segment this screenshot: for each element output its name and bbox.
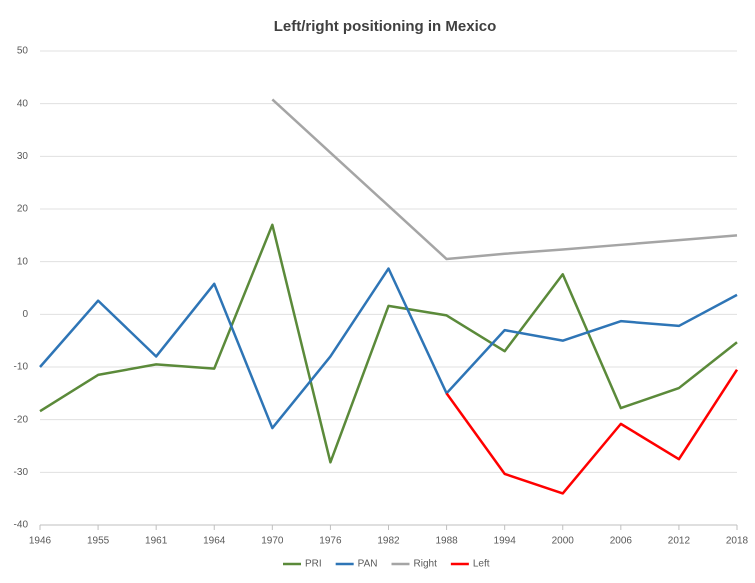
legend-label: PAN	[358, 559, 378, 570]
series-line	[271, 98, 738, 261]
y-tick-label: -10	[14, 362, 29, 373]
series-line	[445, 368, 739, 495]
x-tick-label: 1964	[203, 536, 226, 547]
x-tick-label: 1976	[319, 536, 342, 547]
x-tick-label: 2006	[610, 536, 633, 547]
x-tick-label: 2018	[726, 536, 749, 547]
legend-label: PRI	[305, 559, 322, 570]
series-line	[39, 267, 738, 430]
x-tick-label: 2000	[552, 536, 575, 547]
chart-title: Left/right positioning in Mexico	[274, 18, 497, 35]
y-tick-label: 30	[17, 151, 29, 162]
x-tick-label: 1982	[377, 536, 400, 547]
x-tick-label: 1961	[145, 536, 168, 547]
y-tick-label: -30	[14, 467, 29, 478]
x-tick-label: 1994	[494, 536, 517, 547]
x-tick-label: 1988	[435, 536, 458, 547]
x-tick-label: 1946	[29, 536, 52, 547]
y-tick-label: 0	[22, 309, 28, 320]
x-tick-label: 2012	[668, 536, 691, 547]
y-tick-label: -20	[14, 414, 29, 425]
legend-label: Right	[414, 559, 438, 570]
y-tick-label: -40	[14, 520, 29, 531]
y-tick-label: 40	[17, 98, 29, 109]
x-tick-label: 1970	[261, 536, 284, 547]
x-tick-label: 1955	[87, 536, 110, 547]
legend-label: Left	[473, 559, 490, 570]
y-tick-label: 20	[17, 204, 29, 215]
y-tick-label: 50	[17, 46, 29, 57]
series-line	[39, 223, 738, 464]
y-tick-label: 10	[17, 256, 29, 267]
